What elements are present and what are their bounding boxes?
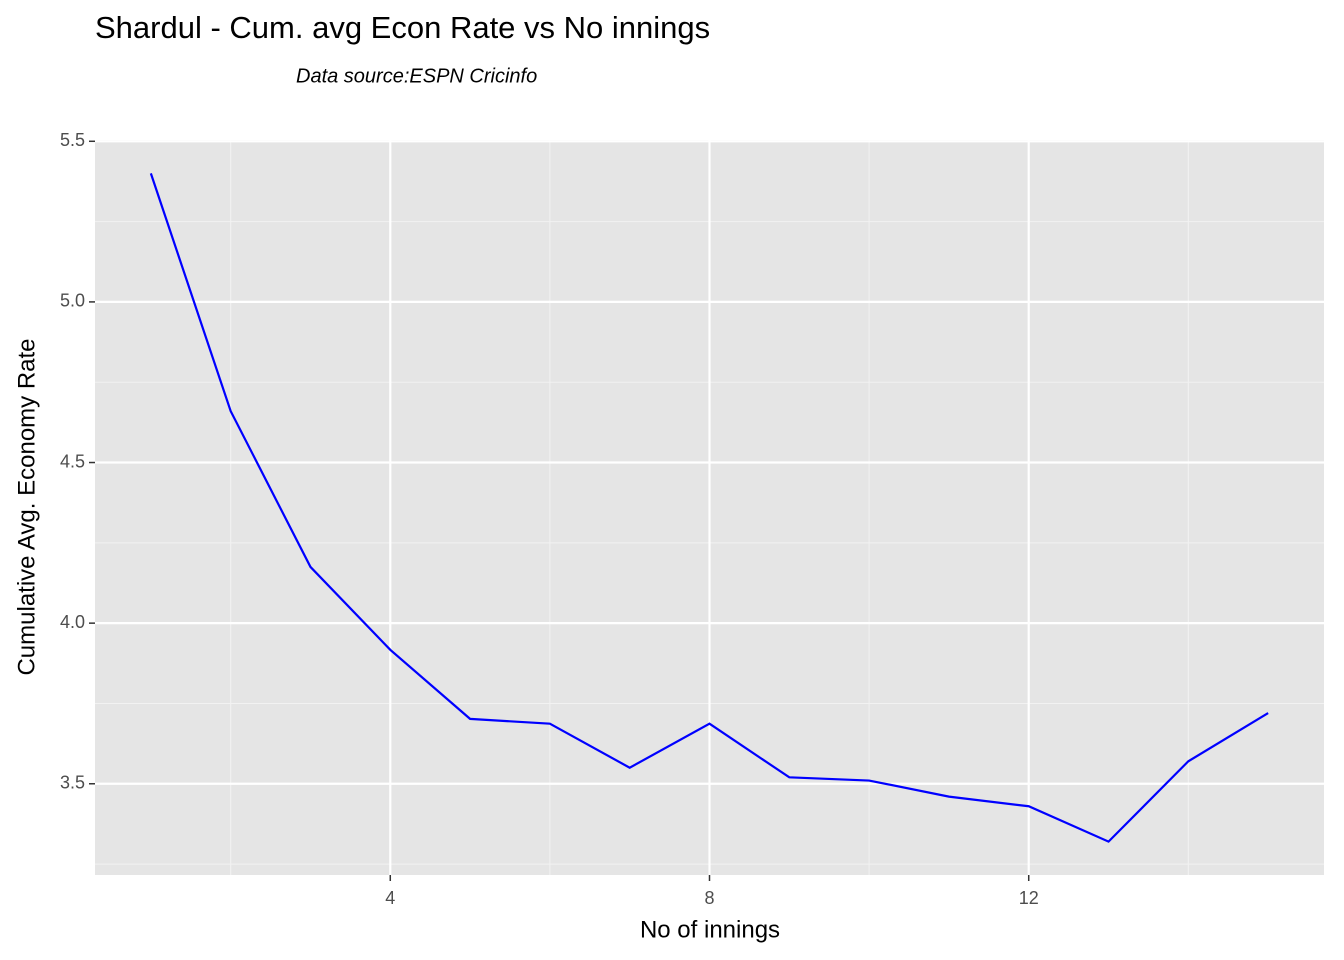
y-tick-label: 3.5 (60, 773, 85, 793)
y-tick-label: 4.0 (60, 612, 85, 632)
data-line (149, 173, 1269, 843)
chart-title: Shardul - Cum. avg Econ Rate vs No innin… (95, 10, 710, 45)
y-tick-label: 4.5 (60, 451, 85, 471)
x-tick-label: 4 (385, 888, 395, 908)
chart-subtitle: Data source:ESPN Cricinfo (296, 65, 537, 87)
x-tick-label: 12 (1019, 888, 1039, 908)
y-tick-label: 5.0 (60, 291, 85, 311)
y-tick-label: 5.5 (60, 130, 85, 150)
y-axis-title: Cumulative Avg. Economy Rate (13, 338, 40, 675)
x-axis-title: No of innings (640, 916, 780, 943)
x-tick-label: 8 (704, 888, 714, 908)
